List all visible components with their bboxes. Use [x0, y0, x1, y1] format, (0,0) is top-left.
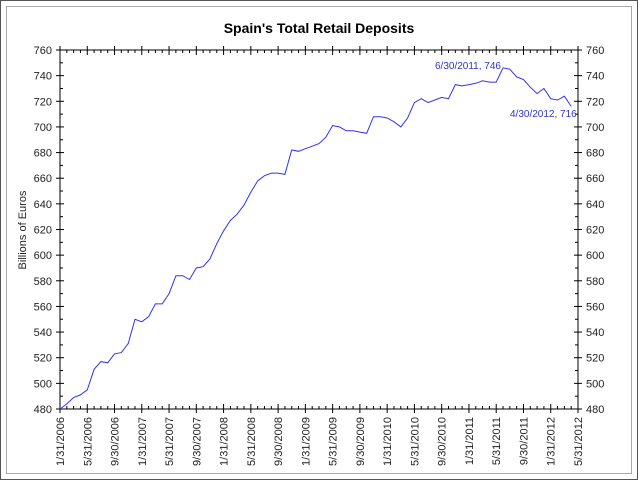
y-tick-label-right: 680: [586, 148, 604, 160]
x-tick-label: 9/30/2008: [273, 417, 285, 466]
y-tick-label-left: 740: [34, 71, 52, 83]
x-tick-label: 5/31/2010: [409, 417, 421, 466]
y-tick-label-left: 480: [34, 404, 52, 416]
y-tick-label-left: 540: [34, 327, 52, 339]
y-tick-label-left: 500: [34, 378, 52, 390]
y-tick-label-right: 520: [586, 353, 604, 365]
y-tick-label-left: 580: [34, 276, 52, 288]
y-tick-label-right: 560: [586, 301, 604, 313]
y-tick-label-left: 620: [34, 225, 52, 237]
y-tick-label-left: 660: [34, 173, 52, 185]
x-tick-label: 9/30/2006: [110, 417, 122, 466]
y-tick-label-left: 640: [34, 199, 52, 211]
x-tick-label: 1/31/2009: [300, 417, 312, 466]
x-tick-label: 1/31/2008: [219, 417, 231, 466]
y-tick-label-right: 640: [586, 199, 604, 211]
y-tick-label-left: 560: [34, 301, 52, 313]
chart-title: Spain's Total Retail Deposits: [223, 20, 415, 36]
y-tick-label-left: 760: [34, 45, 52, 57]
y-tick-label-left: 520: [34, 353, 52, 365]
y-tick-label-right: 580: [586, 276, 604, 288]
x-tick-label: 5/31/2009: [328, 417, 340, 466]
plot-area: [59, 49, 579, 410]
y-tick-label-right: 540: [586, 327, 604, 339]
x-tick-label: 5/31/2008: [246, 417, 258, 466]
y-tick-label-left: 720: [34, 96, 52, 108]
x-tick-label: 1/31/2012: [546, 417, 558, 466]
x-tick-label: 5/31/2007: [164, 417, 176, 466]
y-tick-label-right: 620: [586, 225, 604, 237]
x-tick-label: 1/31/2011: [464, 417, 476, 465]
x-tick-label: 5/31/2011: [491, 417, 503, 465]
x-tick-label: 9/30/2011: [518, 417, 530, 465]
x-tick-label: 9/30/2009: [355, 417, 367, 466]
y-axis-label: Billions of Euros: [17, 190, 29, 269]
plot-border: [6, 6, 632, 474]
x-tick-label: 9/30/2007: [191, 417, 203, 466]
y-tick-label-right: 600: [586, 250, 604, 262]
y-tick-label-right: 740: [586, 71, 604, 83]
y-tick-label-right: 480: [586, 404, 604, 416]
y-tick-label-right: 660: [586, 173, 604, 185]
y-tick-label-right: 500: [586, 378, 604, 390]
x-tick-label: 1/31/2006: [55, 417, 67, 466]
deposits-line: [59, 67, 572, 410]
latest-annotation: 4/30/2012, 716: [510, 109, 577, 120]
x-tick-label: 1/31/2010: [382, 417, 394, 466]
x-tick-label: 5/31/2006: [82, 417, 94, 466]
peak-annotation: 6/30/2011, 746: [435, 61, 501, 72]
y-tick-label-left: 700: [34, 122, 52, 134]
x-tick-label: 9/30/2010: [437, 417, 449, 466]
y-tick-label-left: 680: [34, 148, 52, 160]
x-tick-label: 5/31/2012: [573, 417, 585, 466]
y-tick-label-right: 700: [586, 122, 604, 134]
y-tick-label-right: 720: [586, 96, 604, 108]
x-tick-label: 1/31/2007: [137, 417, 149, 466]
y-tick-label-right: 760: [586, 45, 604, 57]
y-tick-label-left: 600: [34, 250, 52, 262]
